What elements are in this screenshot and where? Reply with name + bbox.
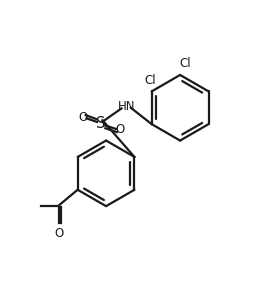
Text: O: O [115, 123, 124, 137]
Text: O: O [78, 111, 87, 124]
Text: HN: HN [117, 100, 135, 113]
Text: S: S [96, 116, 105, 131]
Text: Cl: Cl [145, 74, 156, 87]
Text: Cl: Cl [180, 57, 191, 70]
Text: O: O [54, 227, 63, 240]
